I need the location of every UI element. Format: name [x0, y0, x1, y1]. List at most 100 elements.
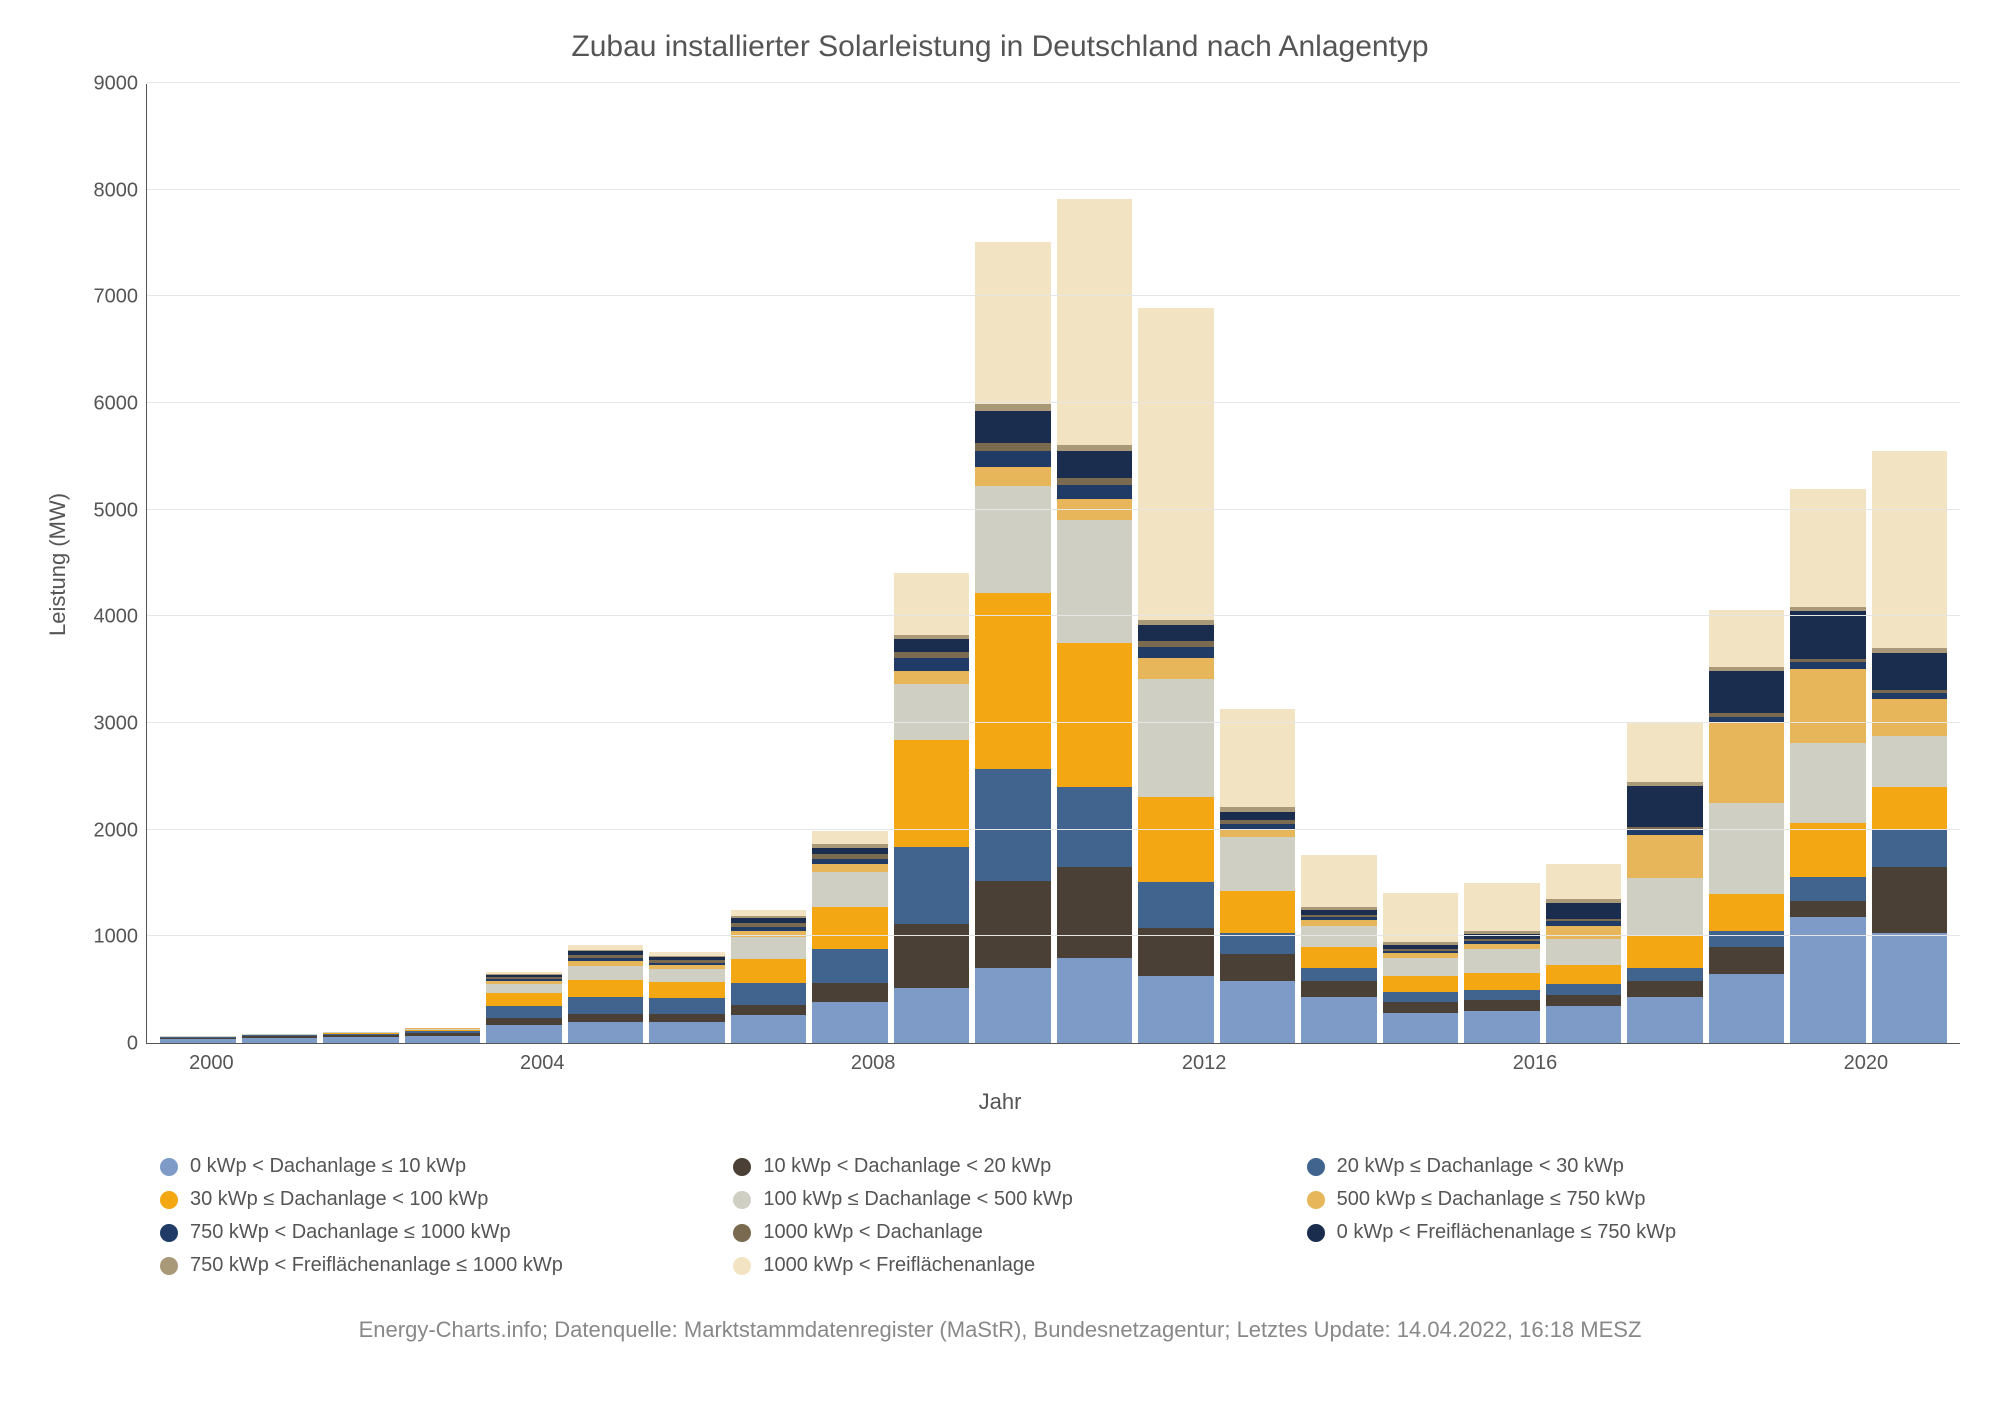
bar-segment [1138, 647, 1214, 658]
bar-segment [649, 1014, 725, 1021]
bar-column [568, 945, 644, 1043]
legend-item: 750 kWp < Dachanlage ≤ 1000 kWp [160, 1221, 693, 1244]
bar-segment [894, 847, 970, 924]
bar-segment [975, 769, 1051, 881]
bar-segment [1464, 973, 1540, 990]
bar-segment [1627, 878, 1703, 937]
bar-segment [1220, 709, 1296, 807]
bar-segment [1138, 658, 1214, 679]
bar-segment [1790, 669, 1866, 744]
legend-label: 1000 kWp < Dachanlage [763, 1221, 983, 1244]
bar-segment [1220, 891, 1296, 934]
bar-segment [1138, 679, 1214, 796]
y-tick-label: 8000 [94, 179, 139, 202]
bar-segment [1546, 965, 1622, 984]
bar-column [1872, 451, 1948, 1043]
bar-segment [1709, 723, 1785, 803]
bar-segment [1546, 864, 1622, 899]
legend-swatch [733, 1158, 751, 1176]
bar-segment [1057, 643, 1133, 787]
bar-column [405, 1028, 481, 1043]
bar-column [1057, 199, 1133, 1043]
grid-line [147, 829, 1960, 830]
legend-swatch [1307, 1224, 1325, 1242]
legend-label: 0 kWp < Dachanlage ≤ 10 kWp [190, 1155, 466, 1178]
bar-segment [1057, 451, 1133, 478]
x-tick-label: 2004 [520, 1052, 565, 1075]
bar-segment [894, 639, 970, 652]
bar-column [1464, 883, 1540, 1043]
bar-segment [1790, 611, 1866, 659]
bar-segment [812, 907, 888, 950]
legend-label: 500 kWp ≤ Dachanlage ≤ 750 kWp [1337, 1188, 1646, 1211]
bar-segment [1872, 736, 1948, 787]
bar-segment [1627, 981, 1703, 997]
legend-swatch [160, 1224, 178, 1242]
legend-item: 1000 kWp < Dachanlage [733, 1221, 1266, 1244]
y-tick-label: 7000 [94, 286, 139, 309]
bar-segment [486, 1006, 562, 1019]
legend-item: 0 kWp < Freiflächenanlage ≤ 750 kWp [1307, 1221, 1840, 1244]
legend-label: 1000 kWp < Freiflächenanlage [763, 1254, 1035, 1277]
legend-swatch [733, 1191, 751, 1209]
bar-column [1220, 709, 1296, 1043]
bar-segment [894, 671, 970, 684]
bar-segment [242, 1038, 318, 1043]
bar-segment [1709, 947, 1785, 974]
bar-segment [812, 864, 888, 873]
bar-segment [1790, 877, 1866, 902]
bar-segment [1790, 743, 1866, 823]
legend-item: 750 kWp < Freiflächenanlage ≤ 1000 kWp [160, 1254, 693, 1277]
bar-segment [649, 1022, 725, 1043]
bar-segment [1057, 478, 1133, 485]
legend-item: 20 kWp ≤ Dachanlage < 30 kWp [1307, 1155, 1840, 1178]
bar-segment [568, 1022, 644, 1043]
bar-segment [1301, 926, 1377, 947]
x-tick-label: 2016 [1513, 1052, 1558, 1075]
bar-segment [1301, 855, 1377, 906]
legend-label: 20 kWp ≤ Dachanlage < 30 kWp [1337, 1155, 1624, 1178]
y-tick-label: 3000 [94, 713, 139, 736]
grid-line [147, 189, 1960, 190]
legend-label: 10 kWp < Dachanlage < 20 kWp [763, 1155, 1051, 1178]
bar-column [160, 1036, 236, 1043]
bar-segment [812, 831, 888, 844]
bar-segment [1790, 823, 1866, 876]
legend-item: 100 kWp ≤ Dachanlage < 500 kWp [733, 1188, 1266, 1211]
bar-segment [1546, 984, 1622, 995]
legend-swatch [1307, 1191, 1325, 1209]
bar-segment [1709, 610, 1785, 667]
bar-segment [975, 593, 1051, 769]
bar-segment [1057, 867, 1133, 958]
bar-segment [323, 1037, 399, 1043]
y-tick-label: 0 [127, 1033, 138, 1056]
bar-segment [160, 1039, 236, 1043]
y-tick-label: 4000 [94, 606, 139, 629]
bar-segment [1220, 812, 1296, 821]
bar-segment [731, 1005, 807, 1016]
legend-item: 30 kWp ≤ Dachanlage < 100 kWp [160, 1188, 693, 1211]
bar-segment [1057, 958, 1133, 1043]
bar-segment [1872, 830, 1948, 867]
bar-segment [1709, 931, 1785, 947]
bar-column [1383, 893, 1459, 1043]
bar-segment [731, 937, 807, 958]
chart-title: Zubau installierter Solarleistung in Deu… [40, 30, 1960, 64]
bar-column [1790, 489, 1866, 1043]
legend-item: 500 kWp ≤ Dachanlage ≤ 750 kWp [1307, 1188, 1840, 1211]
bar-segment [486, 984, 562, 993]
bar-segment [1709, 803, 1785, 894]
legend-label: 750 kWp < Freiflächenanlage ≤ 1000 kWp [190, 1254, 563, 1277]
x-tick-label: 2000 [189, 1052, 234, 1075]
bar-segment [812, 1002, 888, 1043]
bar-segment [1790, 489, 1866, 606]
bar-segment [1057, 787, 1133, 867]
legend-swatch [160, 1257, 178, 1275]
y-tick-label: 6000 [94, 393, 139, 416]
bar-segment [894, 924, 970, 988]
y-tick-label: 1000 [94, 926, 139, 949]
plot-area [146, 84, 1960, 1044]
bar-segment [894, 988, 970, 1043]
bar-segment [812, 872, 888, 906]
bar-column [731, 910, 807, 1043]
